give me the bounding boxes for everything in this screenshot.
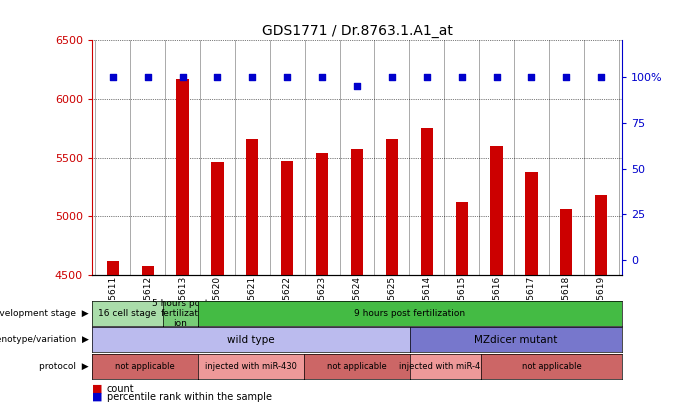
Text: injected with miR-430: injected with miR-430 (205, 362, 297, 371)
Bar (107, 260, 119, 275)
Text: not applicable: not applicable (522, 362, 581, 371)
Point (352, 83, 362, 90)
Text: ■: ■ (92, 392, 102, 402)
Text: injected with miR-430: injected with miR-430 (399, 362, 492, 371)
Point (282, 74, 292, 80)
Point (107, 74, 118, 80)
Text: not applicable: not applicable (115, 362, 175, 371)
Bar (595, 195, 607, 275)
Text: wild type: wild type (227, 335, 275, 345)
Bar (351, 149, 363, 275)
Point (422, 74, 432, 80)
Bar (526, 172, 538, 275)
Point (142, 74, 153, 80)
Text: percentile rank within the sample: percentile rank within the sample (107, 392, 272, 402)
Point (212, 74, 223, 80)
Bar (281, 161, 293, 275)
Point (247, 74, 258, 80)
Bar (316, 153, 328, 275)
Point (177, 74, 188, 80)
Bar (141, 266, 154, 275)
Text: count: count (107, 384, 135, 394)
Point (596, 74, 607, 80)
Bar (211, 162, 224, 275)
Bar (560, 209, 573, 275)
Text: ■: ■ (92, 384, 102, 394)
Point (386, 74, 397, 80)
Text: protocol  ▶: protocol ▶ (39, 362, 88, 371)
Bar (490, 146, 503, 275)
Bar (421, 128, 433, 275)
Bar (246, 139, 258, 275)
Text: 9 hours post fertilization: 9 hours post fertilization (354, 309, 466, 318)
Bar (456, 202, 468, 275)
Bar (386, 139, 398, 275)
Point (456, 74, 467, 80)
Text: not applicable: not applicable (327, 362, 387, 371)
Text: 5 hours post
fertilizat
ion: 5 hours post fertilizat ion (152, 298, 208, 328)
Point (491, 74, 502, 80)
Title: GDS1771 / Dr.8763.1.A1_at: GDS1771 / Dr.8763.1.A1_at (262, 24, 452, 38)
Point (317, 74, 328, 80)
Text: MZdicer mutant: MZdicer mutant (475, 335, 558, 345)
Point (526, 74, 537, 80)
Text: development stage  ▶: development stage ▶ (0, 309, 88, 318)
Text: 16 cell stage: 16 cell stage (98, 309, 156, 318)
Text: genotype/variation  ▶: genotype/variation ▶ (0, 335, 88, 344)
Point (561, 74, 572, 80)
Bar (176, 79, 188, 275)
